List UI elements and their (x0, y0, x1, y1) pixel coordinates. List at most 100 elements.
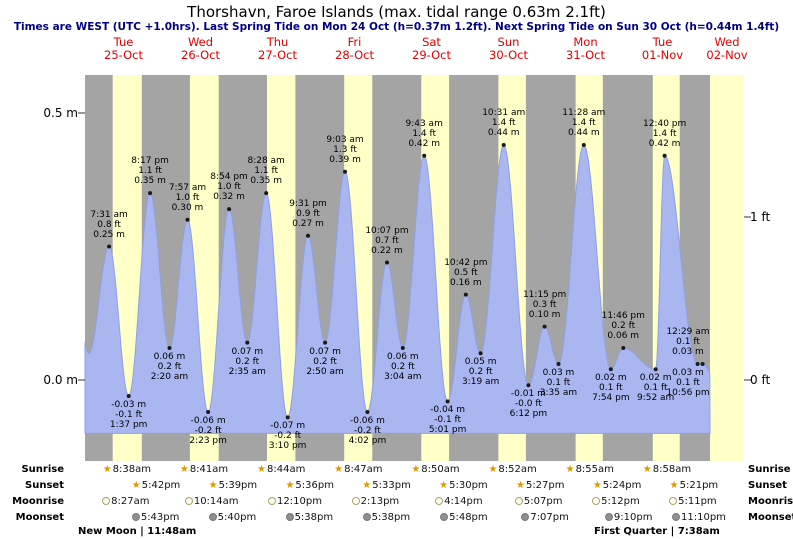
annotation-line: 1.3 ft (333, 144, 357, 155)
moonrise-time-text: 2:13pm (360, 496, 400, 507)
day-label: Sun 30-Oct (473, 36, 545, 61)
sunset-star-icon: ★ (669, 480, 679, 491)
sunrise-time: ★8:55am (566, 464, 614, 475)
sunrise-time-text: 8:50am (421, 464, 460, 475)
sunset-star-icon: ★ (131, 480, 141, 491)
day-label: Wed 26-Oct (165, 36, 237, 61)
day-date: 26-Oct (181, 47, 220, 62)
moonrise-time: 4:14pm (435, 496, 483, 507)
moonset-time-text: 5:40pm (217, 512, 257, 523)
annotation-line: 2:50 am (306, 366, 344, 377)
annotation-line: 7:54 pm (592, 393, 630, 404)
day-label: Tue 01-Nov (627, 36, 699, 61)
moonset-time: 5:38pm (362, 512, 410, 523)
moonrise-icon (102, 497, 111, 505)
high-tide-annotation: 9:43 am 1.4 ft 0.42 m (396, 119, 452, 149)
sunset-row-label-left: Sunset (25, 480, 64, 491)
day-label: Thu 27-Oct (242, 36, 314, 61)
low-tide-annotation: 0.03 m 0.1 ft 3:35 am (530, 368, 586, 398)
annotation-line: -0.2 ft (274, 431, 302, 442)
moonset-icon (285, 513, 294, 521)
low-tide-annotation: -0.04 m -0.1 ft 5:01 pm (420, 405, 476, 435)
sunset-time: ★5:42pm (132, 480, 181, 491)
annotation-line: 0.8 ft (97, 219, 121, 230)
sunset-time: ★5:33pm (362, 480, 411, 491)
day-label: Fri 28-Oct (319, 36, 391, 61)
annotation-line: 0.06 m (386, 351, 419, 362)
annotation-line: 0.44 m (487, 128, 520, 139)
moonset-icon (208, 513, 217, 521)
annotation-line: 0.2 ft (390, 361, 415, 372)
moonrise-time: 5:11pm (669, 496, 717, 507)
high-tide-annotation: 9:03 am 1.3 ft 0.39 m (317, 135, 373, 165)
moonset-icon (521, 513, 530, 521)
moonset-time: 5:43pm (131, 512, 179, 523)
moonset-icon (672, 513, 680, 521)
annotation-line: 0.05 m (464, 357, 497, 368)
annotation-line: 0.2 ft (157, 361, 182, 372)
annotation-line: 1.0 ft (217, 182, 241, 193)
day-label: Mon 31-Oct (550, 36, 622, 61)
high-tide-annotation: 10:31 am 1.4 ft 0.44 m (476, 108, 532, 138)
sunrise-star-icon: ★ (102, 464, 112, 475)
annotation-line: 0.03 m (672, 367, 704, 378)
sunrise-row-label-left: Sunrise (21, 464, 64, 475)
moonrise-icon (351, 497, 360, 505)
annotation-line: 0.32 m (213, 192, 245, 203)
annotation-line: 0.35 m (250, 176, 282, 187)
high-tide-annotation: 12:40 pm 1.4 ft 0.42 m (637, 119, 693, 149)
annotation-line: 0.42 m (648, 138, 681, 149)
sunrise-time-text: 8:55am (575, 464, 614, 475)
sunrise-star-icon: ★ (257, 464, 266, 475)
sunrise-row-label-right: Sunrise (748, 464, 791, 475)
day-name: Sat (422, 35, 441, 49)
annotation-line: 0.1 ft (676, 377, 700, 388)
annotation-line: 7:57 am (168, 182, 207, 193)
moonrise-icon (669, 497, 678, 505)
sunset-time-text: 5:30pm (449, 480, 488, 491)
sunset-star-icon: ★ (285, 480, 295, 491)
y-axis-left-tick-05m: 0.5 m (43, 106, 78, 120)
moonset-icon (362, 513, 371, 521)
annotation-line: -0.2 ft (194, 426, 222, 437)
day-date: 29-Oct (412, 47, 451, 62)
day-name: Mon (573, 35, 598, 49)
annotation-line: 1.0 ft (175, 192, 200, 203)
moonrise-icon (435, 497, 444, 505)
annotation-line: 0.27 m (292, 218, 324, 229)
moonrise-time-text: 5:11pm (678, 496, 717, 507)
sunrise-star-icon: ★ (565, 464, 575, 475)
sunset-time: ★5:21pm (670, 480, 719, 491)
annotation-line: -0.1 ft (115, 410, 143, 421)
sunset-time: ★5:24pm (593, 480, 642, 491)
day-name: Sun (497, 35, 520, 49)
spring-tide-subtitle: Times are WEST (UTC +1.0hrs). Last Sprin… (13, 21, 780, 33)
annotation-line: 0.2 ft (235, 356, 260, 367)
sunset-time-text: 5:21pm (679, 480, 719, 491)
sunset-star-icon: ★ (592, 480, 602, 491)
sunrise-time-text: 8:52am (498, 464, 537, 475)
sunrise-time-text: 8:44am (266, 464, 306, 475)
moonset-time: 11:10pm (672, 512, 726, 523)
y-axis-left-tick-00m: 0.0 m (43, 373, 78, 387)
annotation-line: 11:46 pm (601, 310, 645, 321)
moonrise-icon (514, 497, 523, 505)
day-name: Fri (347, 35, 362, 49)
high-tide-annotation: 7:57 am 1.0 ft 0.30 m (160, 183, 216, 213)
moonset-time: 7:07pm (521, 512, 569, 523)
annotation-line: 2:23 pm (189, 436, 227, 447)
moonrise-time-text: 12:10pm (277, 496, 322, 507)
annotation-line: 0.22 m (371, 245, 403, 256)
day-date: 31-Oct (566, 47, 605, 62)
annotation-line: 0.2 ft (313, 356, 337, 367)
annotation-line: 0.25 m (93, 229, 125, 240)
sunset-time: ★5:39pm (209, 480, 258, 491)
annotation-line: 9:43 am (405, 118, 443, 129)
sunset-time-text: 5:24pm (602, 480, 642, 491)
annotation-line: 0.1 ft (643, 383, 668, 394)
annotation-line: 0.07 m (309, 346, 341, 357)
low-tide-annotation: -0.06 m -0.2 ft 4:02 pm (339, 416, 395, 446)
annotation-line: -0.07 m (270, 421, 306, 432)
sunrise-time-text: 8:47am (344, 464, 383, 475)
